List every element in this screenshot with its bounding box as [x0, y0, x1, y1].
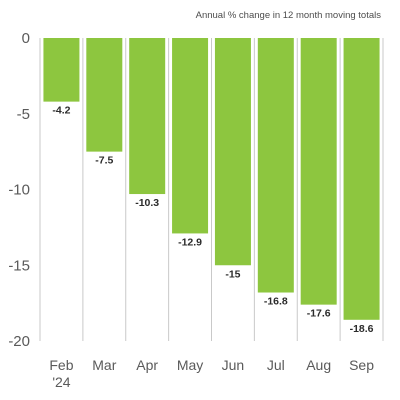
data-labels: -4.2 -7.5 -10.3 -12.9 -15 -16.8 -17.6 -18.6	[52, 105, 373, 335]
bar	[172, 38, 209, 234]
data-label: -10.3	[135, 197, 159, 209]
y-tick-label: -10	[8, 182, 30, 199]
x-axis-ticks: Feb '24 Mar Apr May Jun Jul Aug Sep	[49, 357, 374, 390]
bar	[129, 38, 166, 195]
gridlines	[39, 38, 384, 341]
data-label: -15	[225, 268, 240, 280]
x-tick-label: Aug	[306, 357, 331, 373]
x-tick-label: Mar	[92, 357, 116, 373]
bar	[343, 38, 380, 320]
data-label: -18.6	[350, 323, 374, 335]
data-label: -12.9	[178, 236, 202, 248]
bar	[214, 38, 251, 266]
data-label: -7.5	[95, 155, 113, 167]
bar	[300, 38, 337, 305]
bar	[43, 38, 80, 102]
x-tick-label: Apr	[136, 357, 158, 373]
bar	[257, 38, 294, 293]
y-axis-ticks: 0 -5 -10 -15 -20	[8, 30, 30, 350]
bar	[86, 38, 123, 152]
y-tick-label: 0	[22, 30, 30, 47]
data-label: -4.2	[52, 105, 70, 117]
x-tick-label: Feb '24	[49, 357, 73, 390]
y-tick-label: -5	[17, 106, 30, 123]
data-label: -17.6	[307, 308, 331, 320]
data-label: -16.8	[264, 296, 288, 308]
x-tick-label: Jul	[267, 357, 285, 373]
chart-subtitle: Annual % change in 12 month moving total…	[196, 10, 382, 21]
x-tick-label: Jun	[222, 357, 245, 373]
x-tick-label: Sep	[349, 357, 374, 373]
x-tick-label: May	[177, 357, 203, 373]
y-tick-label: -15	[8, 257, 30, 274]
y-tick-label: -20	[8, 333, 30, 350]
bars	[43, 38, 380, 320]
